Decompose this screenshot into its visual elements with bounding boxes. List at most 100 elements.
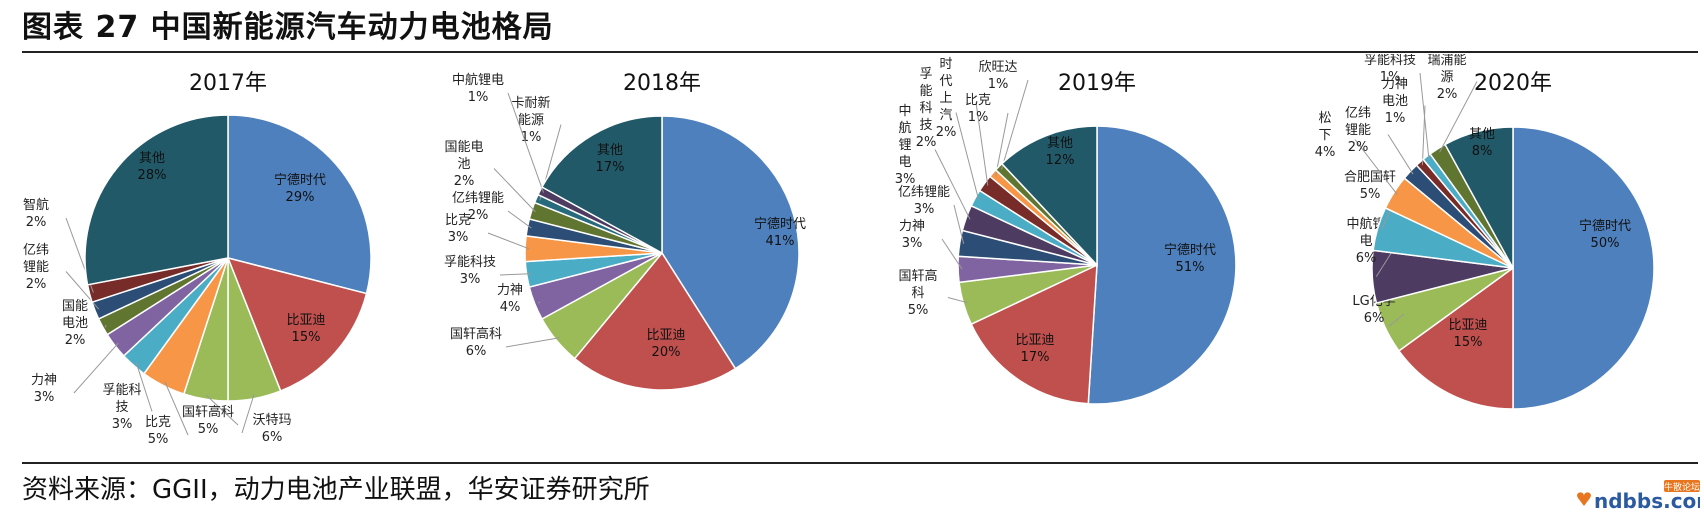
watermark-text: ndbbs.com xyxy=(1594,489,1700,513)
slice-label: 亿纬锂能 2% xyxy=(1345,106,1371,155)
slice-label: 国轩高科 5% xyxy=(182,404,234,437)
leader-line xyxy=(1001,79,1029,170)
source-note: 资料来源：GGII，动力电池产业联盟，华安证券研究所 xyxy=(22,475,650,505)
slice-label: 比克 5% xyxy=(145,415,171,447)
watermark-badge: 牛散论坛 xyxy=(1664,481,1700,493)
leader-line xyxy=(65,271,100,310)
slice-label: 宁德时代 51% xyxy=(1164,242,1216,275)
pie-slice xyxy=(970,263,1098,405)
leader-line xyxy=(947,297,968,304)
leader-line xyxy=(1439,81,1478,153)
pie-slice xyxy=(226,256,368,392)
leader-line xyxy=(941,238,963,270)
slice-label: 时代上汽 2% xyxy=(936,57,957,140)
chart-title: 2018年 xyxy=(623,71,701,96)
slice-label: 合肥国轩 5% xyxy=(1344,170,1396,202)
slice-label: 力神 3% xyxy=(31,373,57,405)
pie-slice xyxy=(84,114,229,286)
slice-label: 中航锂电 3% xyxy=(895,104,916,187)
leader-line xyxy=(934,149,971,220)
pie-slice xyxy=(661,115,800,370)
leader-line xyxy=(1387,134,1414,175)
slice-label: 比亚迪 15% xyxy=(1448,318,1487,350)
slice-label: 国能电池 2% xyxy=(444,140,483,189)
pie-slice xyxy=(540,115,663,255)
slice-label: 力神电池 1% xyxy=(1382,77,1408,126)
source-rule xyxy=(22,462,1698,464)
pie-slice xyxy=(1444,126,1514,269)
slice-label: 比亚迪 20% xyxy=(646,328,685,360)
leader-line xyxy=(1354,139,1398,195)
leader-line xyxy=(241,394,255,434)
slice-label: 国轩高科 6% xyxy=(450,326,502,359)
leader-line xyxy=(164,381,189,436)
leader-line xyxy=(507,92,544,193)
slice-label: 比克 3% xyxy=(445,213,471,245)
slice-label: 亿纬锂能 2% xyxy=(23,243,49,292)
slice-label: 中航锂电 1% xyxy=(452,72,504,105)
leader-line xyxy=(505,337,560,348)
leader-line xyxy=(135,362,153,412)
pie-slice xyxy=(1000,125,1098,267)
slice-label: 亿纬锂能 3% xyxy=(898,185,950,217)
leader-line xyxy=(975,102,989,186)
slice-label: 力神 4% xyxy=(497,283,523,315)
leader-line xyxy=(507,210,532,229)
leader-line xyxy=(493,168,536,213)
leader-line xyxy=(953,204,965,245)
leader-line xyxy=(538,301,541,304)
slice-label: 孚能科技 3% xyxy=(102,383,141,432)
slice-label: 智航 2% xyxy=(23,197,49,230)
pie-slice xyxy=(1087,125,1237,405)
slice-label: 比亚迪 15% xyxy=(286,313,325,345)
slice-label: 沃特玛 6% xyxy=(252,413,291,445)
leader-line xyxy=(487,232,530,250)
leader-line xyxy=(499,273,531,276)
chart-title: 2020年 xyxy=(1474,71,1552,96)
leader-line xyxy=(104,324,107,328)
slice-label: 宁德时代 50% xyxy=(1579,218,1631,251)
slice-label: 宁德时代 29% xyxy=(274,172,326,205)
pie-slice xyxy=(227,114,372,295)
figure-title: 图表 27 中国新能源汽车动力电池格局 xyxy=(22,10,554,45)
leader-line xyxy=(995,112,1009,176)
slice-label: 国轩高科 5% xyxy=(898,268,937,318)
slice-label: 力神 3% xyxy=(899,219,925,251)
slice-label: 瑞浦能源 2% xyxy=(1427,54,1466,102)
slice-label: 欣旺达 1% xyxy=(978,60,1017,92)
slice-label: 其他 8% xyxy=(1469,127,1495,159)
leader-line xyxy=(73,342,119,394)
slice-label: 其他 17% xyxy=(596,143,625,175)
slice-label: 孚能科技 1% xyxy=(1364,54,1416,85)
pie-slice xyxy=(573,251,737,391)
slice-label: 孚能科技 3% xyxy=(444,255,496,287)
chart-title: 2017年 xyxy=(189,71,267,96)
leader-line xyxy=(1388,313,1405,327)
slice-label: 中航锂电 6% xyxy=(1346,216,1385,266)
watermark-badge-bg xyxy=(1664,480,1700,492)
pie-slice xyxy=(1512,126,1655,410)
slice-label: 卡耐新能源 1% xyxy=(511,95,550,145)
leader-line xyxy=(1419,72,1430,160)
leader-line xyxy=(955,112,980,201)
slice-label: 比亚迪 17% xyxy=(1015,333,1054,365)
slice-label: 松下 4% xyxy=(1315,111,1336,160)
leader-line xyxy=(205,394,239,426)
title-rule xyxy=(22,51,1698,53)
slice-label: 宁德时代 41% xyxy=(754,216,806,249)
slice-label: 比克 1% xyxy=(965,93,991,125)
slice-label: 孚能科技 2% xyxy=(916,67,937,150)
slice-label: 国能电池 2% xyxy=(62,299,88,348)
watermark-logo: 牛散论坛 ndbbs.com xyxy=(1577,480,1700,513)
slice-label: 其他 12% xyxy=(1046,136,1075,168)
slice-label: 其他 28% xyxy=(138,151,167,183)
chart-title: 2019年 xyxy=(1058,71,1136,96)
slice-label: 亿纬锂能 2% xyxy=(452,191,504,223)
pie-slice xyxy=(1397,266,1514,410)
heart-icon xyxy=(1577,492,1591,506)
